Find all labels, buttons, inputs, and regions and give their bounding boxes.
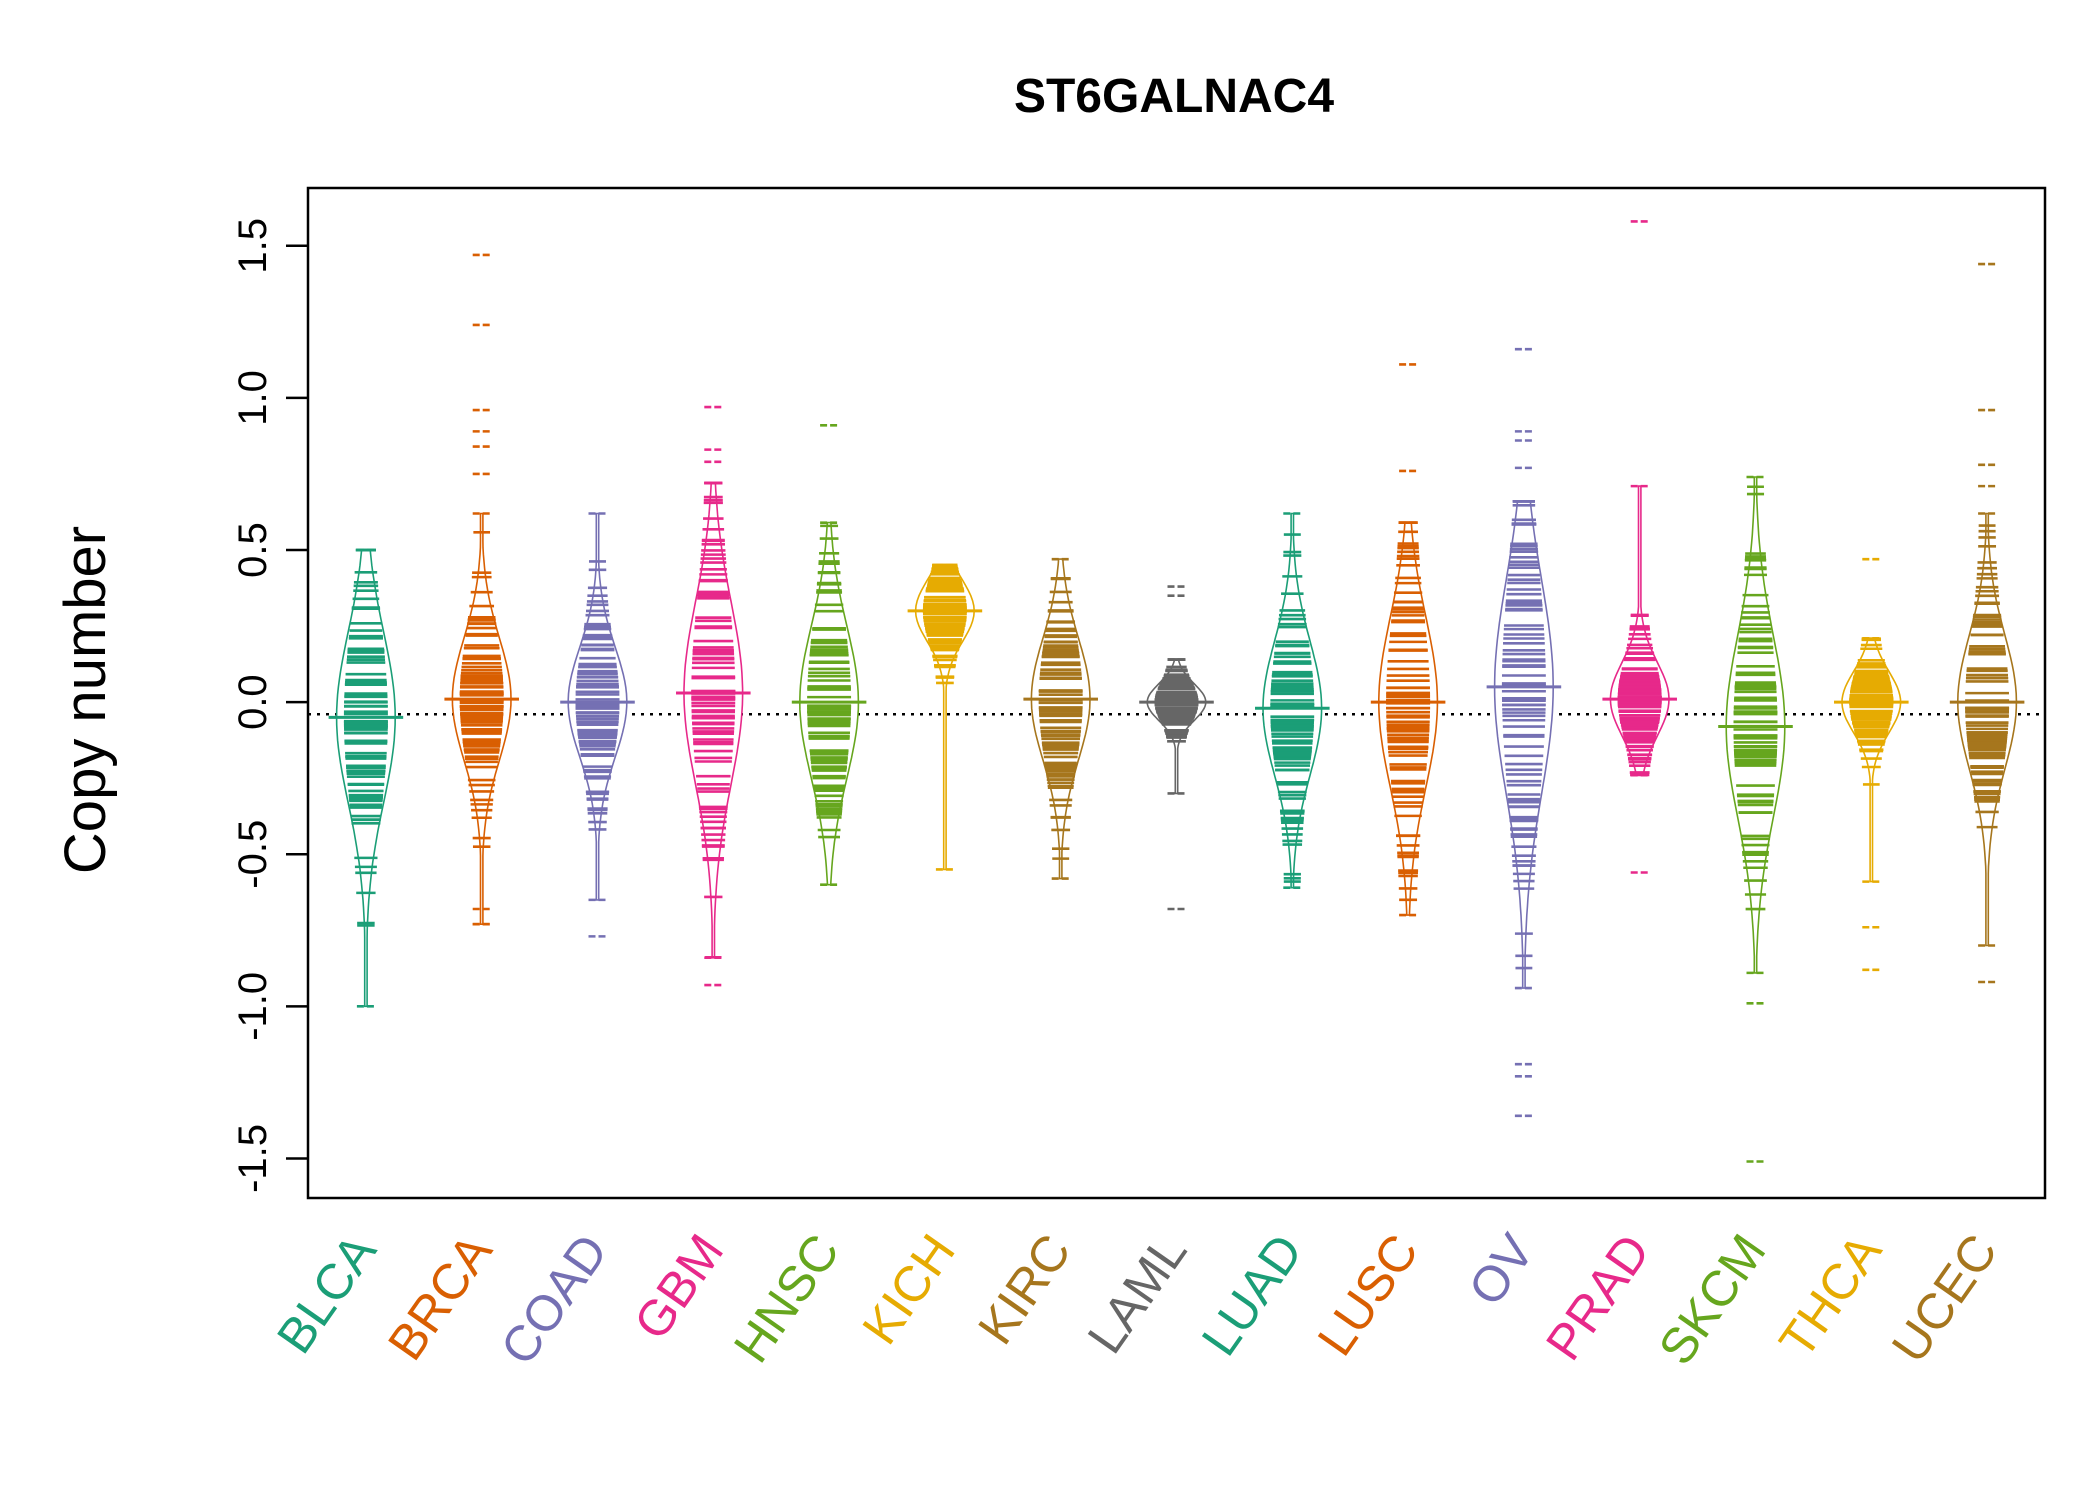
y-tick-label: -0.5 [231, 820, 275, 889]
x-tick-label: LUSC [1307, 1224, 1429, 1365]
x-tick-label: BRCA [377, 1224, 503, 1370]
plot-frame [306, 186, 2047, 1200]
y-tick-label: 1.0 [231, 370, 275, 426]
x-tick-label: GBM [623, 1224, 734, 1349]
x-tick-label: LUAD [1191, 1224, 1313, 1365]
x-tick-label: PRAD [1535, 1224, 1661, 1370]
bean-outline-blca [335, 549, 397, 1008]
y-tick-label: 0.0 [231, 674, 275, 730]
x-tick-label: LAML [1077, 1224, 1198, 1363]
x-tick-label: BLCA [266, 1224, 387, 1364]
y-tick-label: -1.0 [231, 972, 275, 1041]
x-tick-label: UCEC [1881, 1224, 2008, 1372]
y-tick-label: -1.5 [231, 1124, 275, 1193]
chart-title: ST6GALNAC4 [1014, 70, 1334, 123]
y-axis-label: Copy number [53, 526, 118, 874]
x-tick-label: KICH [852, 1224, 966, 1354]
x-tick-label: KIRC [967, 1224, 1081, 1354]
x-tick-label: SKCM [1648, 1224, 1777, 1374]
x-tick-label: HNSC [723, 1224, 850, 1372]
x-tick-label: THCA [1768, 1224, 1892, 1368]
y-tick-label: 1.5 [231, 218, 275, 274]
y-tick-label: 0.5 [231, 522, 275, 578]
x-tick-label: OV [1458, 1224, 1546, 1316]
x-tick-label: COAD [490, 1224, 619, 1374]
